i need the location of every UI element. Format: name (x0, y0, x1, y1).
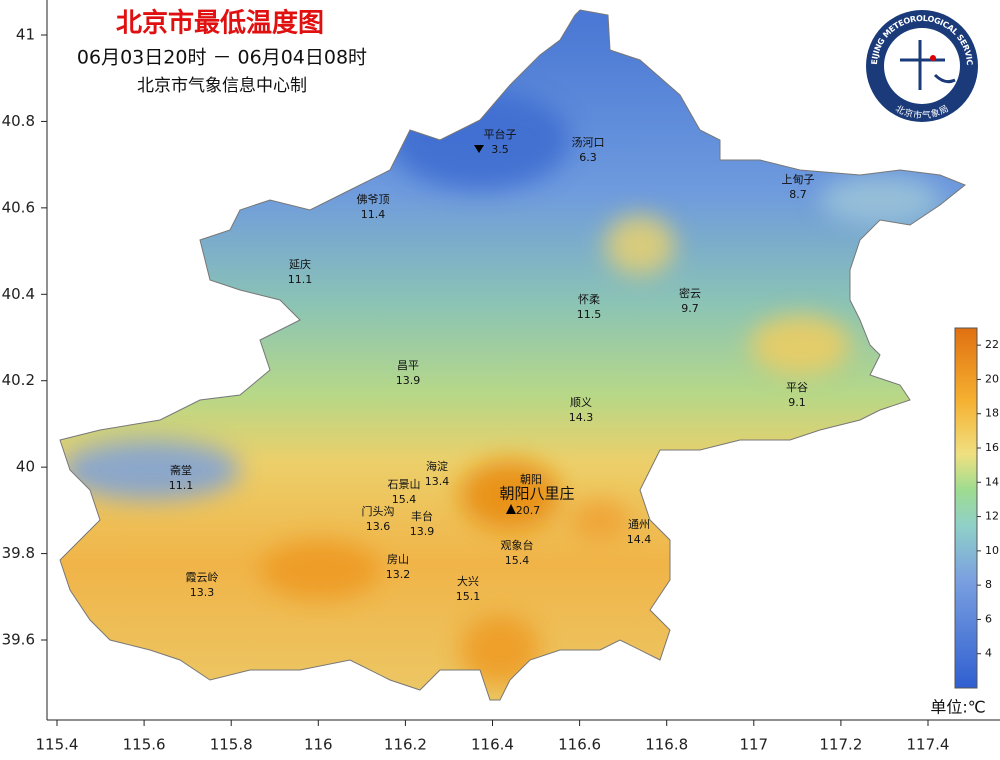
station-name: 观象台 (501, 538, 534, 552)
station-name: 门头沟 (362, 504, 395, 518)
x-tick-label: 116 (304, 736, 333, 754)
station-name: 海淀 (426, 459, 448, 473)
station-value: 15.4 (505, 554, 530, 567)
station-name: 平谷 (786, 381, 808, 394)
station-value: 11.4 (361, 208, 386, 221)
station-value: 13.3 (190, 586, 215, 599)
y-tick-label: 39.6 (2, 631, 35, 649)
y-tick-label: 40.2 (2, 371, 35, 389)
x-tick-label: 116.4 (471, 736, 514, 754)
max-label: 朝阳八里庄 (499, 485, 574, 503)
station-value: 11.1 (169, 479, 194, 492)
station-value: 13.6 (366, 520, 391, 533)
station-name: 通州 (628, 518, 650, 531)
station-name: 顺义 (570, 396, 592, 409)
station-value: 9.7 (681, 302, 699, 315)
station-name: 汤河口 (572, 135, 605, 149)
station-name: 大兴 (457, 574, 479, 588)
station-name: 上甸子 (782, 173, 815, 186)
station-name: 斋堂 (170, 463, 192, 477)
x-tick-label: 115.4 (36, 736, 79, 754)
station-value: 14.3 (569, 411, 594, 424)
station-value: 9.1 (788, 396, 806, 409)
station-value: 11.5 (577, 308, 602, 321)
colorbar-label: 18 (985, 407, 999, 420)
station-name: 怀柔 (578, 293, 600, 306)
station-value: 8.7 (789, 188, 807, 201)
station-name: 平台子 (484, 127, 517, 141)
station-value: 14.4 (627, 533, 652, 546)
station-name: 房山 (387, 553, 409, 566)
x-tick-label: 116.8 (645, 736, 688, 754)
y-tick-label: 40 (16, 458, 35, 476)
station-value: 6.3 (579, 151, 597, 164)
colorbar-label: 12 (985, 510, 999, 523)
station-value: 15.4 (392, 493, 417, 506)
title: 北京市最低温度图 (116, 8, 324, 39)
colorbar-label: 8 (985, 578, 992, 591)
x-tick-label: 116.2 (384, 736, 427, 754)
producer: 北京市气象信息中心制 (137, 76, 307, 96)
station-name: 昌平 (397, 359, 419, 372)
station-value: 20.7 (516, 504, 541, 517)
colorbar-label: 22 (985, 338, 999, 351)
station-name: 朝阳 (520, 473, 542, 486)
y-tick-label: 41 (16, 26, 35, 44)
y-tick-label: 40.4 (2, 285, 35, 303)
colorbar-label: 16 (985, 441, 999, 454)
colorbar (954, 327, 978, 689)
max-marker (506, 504, 516, 514)
x-tick-label: 115.8 (210, 736, 253, 754)
station-value: 13.4 (425, 475, 450, 488)
station-name: 佛爷顶 (357, 192, 390, 206)
station-name: 密云 (679, 286, 701, 300)
y-tick-label: 40.6 (2, 198, 35, 216)
colorbar-label: 4 (985, 647, 992, 660)
x-tick-label: 117.2 (819, 736, 862, 754)
station-value: 11.1 (288, 273, 313, 286)
station-name: 延庆 (289, 257, 311, 271)
station-value: 13.9 (396, 374, 421, 387)
colorbar-label: 20 (985, 372, 999, 385)
station-value: 15.1 (456, 590, 481, 603)
y-tick-label: 40.8 (2, 112, 35, 130)
unit: 单位:℃ (930, 698, 985, 717)
station-value: 13.2 (386, 568, 411, 581)
x-tick-label: 115.6 (123, 736, 166, 754)
x-tick-label: 117 (739, 736, 768, 754)
colorbar-label: 6 (985, 612, 992, 625)
y-tick-label: 39.8 (2, 544, 35, 562)
station-name: 霞云岭 (186, 570, 219, 584)
x-tick-label: 116.6 (558, 736, 601, 754)
x-tick-label: 117.4 (907, 736, 950, 754)
station-value: 13.9 (410, 525, 435, 538)
period: 06月03日20时 － 06月04日08时 (77, 47, 367, 69)
colorbar-label: 10 (985, 544, 999, 557)
colorbar-label: 14 (985, 475, 999, 488)
station-value: 3.5 (491, 143, 509, 156)
station-name: 石景山 (388, 478, 421, 491)
station-name: 丰台 (411, 509, 433, 523)
min-marker (474, 145, 484, 153)
